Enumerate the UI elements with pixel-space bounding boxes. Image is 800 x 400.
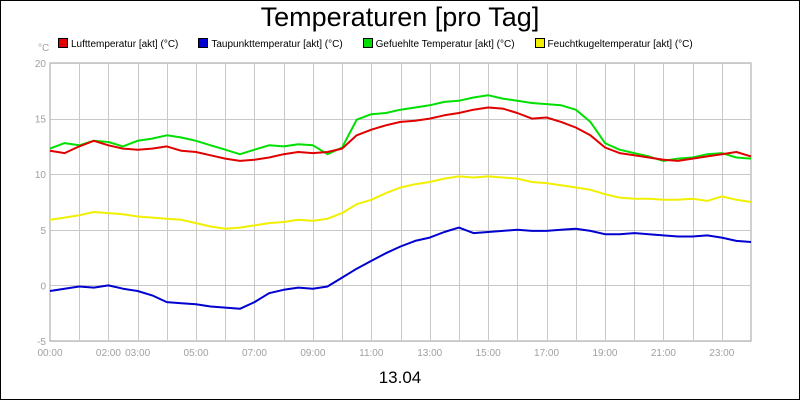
x-axis-date-label: 13.04	[378, 368, 422, 387]
x-tick-label: 02:00	[96, 348, 121, 359]
x-tick-label: 03:00	[125, 348, 150, 359]
legend-item: Feuchtkugeltemperatur [akt] (°C)	[515, 38, 693, 50]
series-line	[49, 106, 752, 162]
legend-item: Lufttemperatur [akt] (°C)	[38, 38, 178, 50]
legend-swatch	[362, 38, 373, 48]
legend-swatch	[58, 38, 68, 48]
chart-title: Temperaturen [pro Tag]	[260, 2, 540, 32]
x-tick-label: 09:00	[300, 348, 325, 359]
x-tick-label: 11:00	[359, 348, 384, 359]
legend-label: Feuchtkugeltemperatur [akt] (°C)	[547, 39, 693, 50]
legend-label: Taupunkttemperatur [akt] (°C)	[211, 39, 343, 50]
x-tick-label: 17:00	[534, 348, 559, 359]
legend-label: Lufttemperatur [akt] (°C)	[71, 39, 179, 50]
y-tick-label: 0	[40, 281, 46, 292]
legend-item: Gefuehlte Temperatur [akt] (°C)	[343, 38, 515, 50]
legend-item: Taupunkttemperatur [akt] (°C)	[178, 38, 343, 50]
x-tick-label: 21:00	[651, 348, 676, 359]
plot-area	[49, 62, 752, 342]
series-line	[49, 175, 752, 230]
x-tick-label: 23:00	[709, 348, 734, 359]
x-tick-label: 19:00	[592, 348, 617, 359]
legend-swatch	[534, 38, 545, 48]
y-tick-label: -5	[37, 337, 46, 348]
chart-legend: Lufttemperatur [akt] (°C) Taupunkttempera…	[38, 38, 693, 52]
x-tick-label: 05:00	[184, 348, 209, 359]
y-tick-label: 15	[35, 115, 47, 126]
x-tick-label: 13:00	[417, 348, 442, 359]
y-axis-unit-label: °C	[38, 43, 49, 54]
x-tick-label: 00:00	[37, 348, 62, 359]
series-line	[49, 226, 752, 310]
y-tick-label: 10	[35, 170, 47, 181]
y-tick-label: 5	[40, 226, 46, 237]
x-tick-label: 15:00	[476, 348, 501, 359]
series-line	[49, 94, 752, 162]
legend-label: Gefuehlte Temperatur [akt] (°C)	[375, 39, 515, 50]
y-tick-label: 20	[35, 59, 47, 70]
x-tick-label: 07:00	[242, 348, 267, 359]
legend-swatch	[198, 38, 209, 48]
